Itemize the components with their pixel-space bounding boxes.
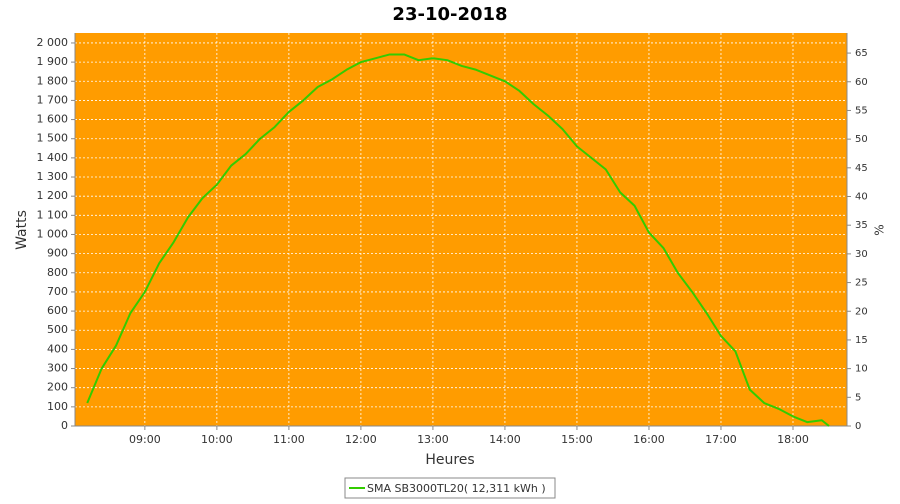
x-tick-label: 10:00 <box>201 433 233 446</box>
legend-box <box>344 477 556 499</box>
x-tick-label: 11:00 <box>273 433 305 446</box>
y2-tick-label: 35 <box>855 220 868 231</box>
y-tick-label: 2 000 <box>37 36 69 49</box>
y-tick-label: 1 200 <box>37 189 69 202</box>
plot-area <box>75 33 847 426</box>
y-tick-label: 0 <box>61 419 68 432</box>
x-tick-label: 13:00 <box>417 433 449 446</box>
y-tick-label: 100 <box>47 400 68 413</box>
y2-tick-label: 20 <box>855 306 868 317</box>
y2-tick-label: 10 <box>855 364 868 375</box>
y2-tick-label: 15 <box>855 335 868 346</box>
x-tick-label: 18:00 <box>777 433 809 446</box>
y-axis-label: Watts <box>14 210 30 250</box>
y-tick-label: 1 500 <box>37 132 69 145</box>
y-tick-label: 200 <box>47 381 68 394</box>
x-tick-label: 17:00 <box>705 433 737 446</box>
y-tick-label: 1 300 <box>37 170 69 183</box>
y2-tick-label: 55 <box>855 105 868 116</box>
y-tick-label: 300 <box>47 362 68 375</box>
y2-tick-label: 40 <box>855 192 868 203</box>
y-tick-label: 400 <box>47 342 68 355</box>
y2-tick-label: 45 <box>855 163 868 174</box>
x-tick-label: 15:00 <box>561 433 593 446</box>
series-line <box>86 53 830 427</box>
y2-axis-label: % <box>873 224 887 235</box>
y-tick-label: 1 100 <box>37 208 69 221</box>
y2-tick-label: 65 <box>855 48 868 59</box>
y-tick-label: 1 700 <box>37 93 69 106</box>
x-tick-label: 14:00 <box>489 433 521 446</box>
y2-tick-label: 50 <box>855 134 868 145</box>
x-tick-label: 09:00 <box>129 433 161 446</box>
y2-tick-label: 60 <box>855 77 868 88</box>
y2-tick-label: 5 <box>855 392 861 403</box>
y-tick-label: 1 000 <box>37 227 69 240</box>
y-tick-label: 1 900 <box>37 55 69 68</box>
x-tick-label: 12:00 <box>345 433 377 446</box>
y-tick-label: 1 600 <box>37 113 69 126</box>
legend-label: SMA SB3000TL20( 12,311 kWh ) <box>367 482 546 495</box>
y-tick-label: 1 800 <box>37 74 69 87</box>
y-tick-label: 900 <box>47 247 68 260</box>
x-tick-label: 16:00 <box>633 433 665 446</box>
y-tick-label: 1 400 <box>37 151 69 164</box>
y-tick-label: 500 <box>47 323 68 336</box>
y2-tick-label: 0 <box>855 421 861 432</box>
chart-title: 23-10-2018 <box>392 4 507 25</box>
x-axis-label: Heures <box>425 452 474 468</box>
y-tick-label: 600 <box>47 304 68 317</box>
y2-tick-label: 30 <box>855 249 868 260</box>
y-tick-label: 700 <box>47 285 68 298</box>
y-tick-label: 800 <box>47 266 68 279</box>
y2-tick-label: 25 <box>855 278 868 289</box>
